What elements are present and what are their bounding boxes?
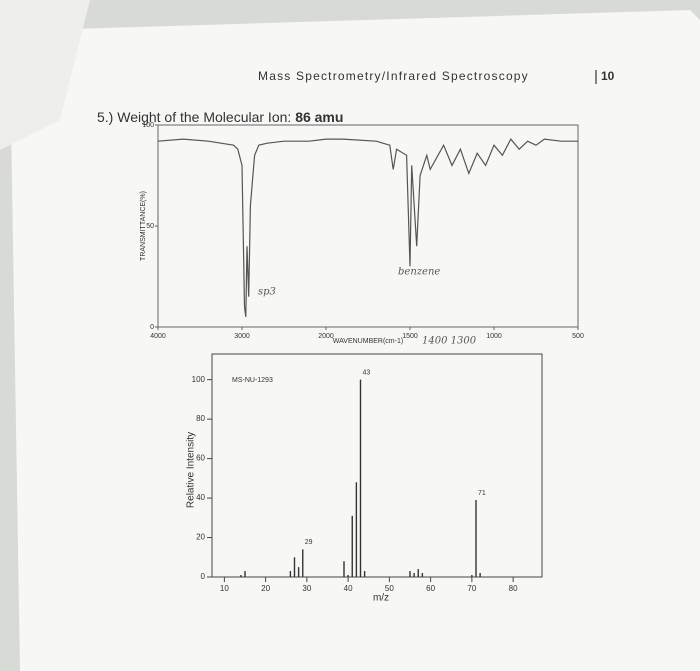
x-tick-label: 40 <box>344 584 353 593</box>
y-tick-label: 50 <box>146 223 154 230</box>
x-tick-label: 3000 <box>234 333 250 340</box>
handwritten-note: benzene <box>398 267 440 278</box>
peak-label: 29 <box>305 539 313 546</box>
header-title: Mass Spectrometry/Infrared Spectroscopy <box>258 69 529 83</box>
spectrum-id: MS-NU-1293 <box>232 377 273 384</box>
x-tick-label: 500 <box>572 333 584 340</box>
page-number: 10 <box>601 69 615 83</box>
x-tick-label: 1500 <box>402 333 418 340</box>
x-tick-label: 2000 <box>318 333 334 340</box>
y-tick-label: 20 <box>196 533 205 542</box>
handwritten-note: 1400 1300 <box>422 336 477 347</box>
x-tick-label: 60 <box>426 584 435 593</box>
x-axis-label: m/z <box>373 593 389 604</box>
y-axis-label: Relative Intensity <box>186 432 197 508</box>
y-tick-label: 40 <box>196 493 205 502</box>
y-tick-label: 80 <box>196 414 205 423</box>
ms-frame <box>211 353 543 578</box>
x-tick-label: 80 <box>509 584 518 593</box>
y-tick-label: 0 <box>201 572 206 581</box>
x-tick-label: 20 <box>261 584 270 593</box>
x-tick-label: 4000 <box>150 333 166 340</box>
handwritten-note: sp3 <box>258 287 276 298</box>
x-tick-label: 10 <box>220 584 229 593</box>
paper <box>10 10 700 671</box>
y-tick-label: 100 <box>142 122 154 129</box>
peak-label: 43 <box>363 369 371 376</box>
question: 5.) Weight of the Molecular Ion: 86 amu <box>97 109 343 125</box>
x-tick-label: 30 <box>302 584 311 593</box>
spectrum-line <box>157 138 578 317</box>
question-text: 5.) Weight of the Molecular Ion: <box>97 109 291 125</box>
question-answer: 86 amu <box>295 109 343 125</box>
y-tick-label: 0 <box>150 324 154 331</box>
x-tick-label: 1000 <box>486 333 502 340</box>
x-tick-label: 50 <box>385 584 394 593</box>
y-tick-label: 60 <box>196 454 205 463</box>
y-tick-label: 100 <box>192 375 206 384</box>
y-axis-label: TRANSMITTANCE(%) <box>140 191 147 261</box>
x-axis-label: WAVENUMBER(cm-1) <box>333 338 403 345</box>
peak-label: 71 <box>478 490 486 497</box>
paper-corner <box>0 0 90 150</box>
x-tick-label: 70 <box>467 584 476 593</box>
